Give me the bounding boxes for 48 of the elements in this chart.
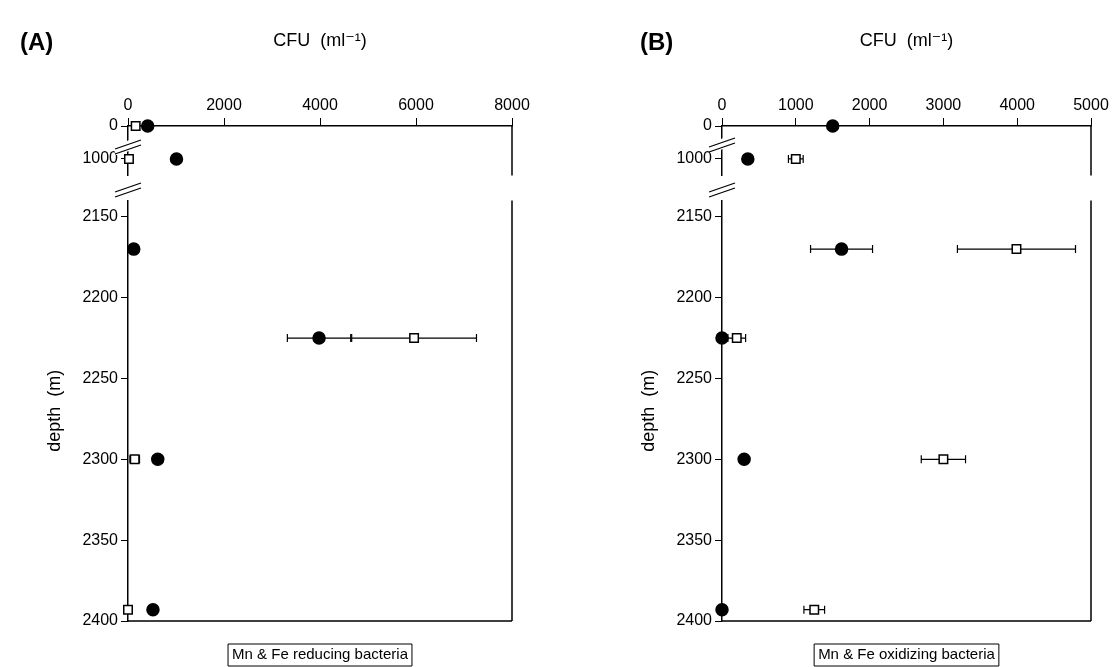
- y-axis-title: depth (m): [637, 369, 658, 452]
- point: [834, 242, 849, 256]
- point: [312, 331, 326, 345]
- y-tick-label: 2400: [676, 611, 713, 629]
- y-tick-label: 2250: [676, 368, 713, 386]
- y-tick-label: 1000: [676, 149, 713, 167]
- x-tick-label: 6000: [398, 95, 434, 113]
- y-tick-label: 0: [109, 116, 119, 134]
- y-tick-label: 2400: [82, 611, 119, 629]
- y-tick-label: 2250: [82, 368, 119, 386]
- point: [1011, 244, 1022, 255]
- point: [731, 333, 742, 344]
- y-tick-label: 2200: [82, 288, 119, 306]
- y-tick-label: 2300: [676, 449, 713, 467]
- x-axis-title: CFU (ml⁻¹): [273, 29, 367, 50]
- point: [146, 602, 160, 617]
- y-tick-label: 2350: [82, 530, 119, 548]
- x-tick-label: 0: [717, 95, 727, 113]
- x-tick-label: 4000: [302, 95, 338, 113]
- y-tick-label: 1000: [82, 149, 119, 167]
- x-tick-label: 8000: [494, 95, 530, 113]
- x-tick-label: 2000: [206, 95, 242, 113]
- chart-title: (A): [20, 28, 54, 55]
- text: Mn & Fe oxidizing bacteria: [818, 645, 996, 663]
- chart-title: (B): [640, 28, 674, 55]
- y-tick-label: 2350: [676, 530, 713, 548]
- point: [737, 452, 751, 467]
- point: [715, 602, 729, 617]
- point: [715, 331, 729, 345]
- point: [127, 242, 141, 256]
- point: [409, 333, 420, 344]
- y-tick-label: 2300: [82, 449, 119, 467]
- x-tick-label: 0: [123, 95, 133, 113]
- x-tick-label: 4000: [999, 95, 1036, 113]
- y-tick-label: 0: [703, 116, 713, 134]
- y-axis-title: depth (m): [43, 369, 64, 452]
- x-tick-label: 2000: [851, 95, 888, 113]
- x-tick-label: 1000: [778, 95, 814, 113]
- point: [809, 604, 820, 615]
- text: Mn & Fe reducing bacteria: [232, 645, 409, 663]
- x-axis-title: CFU (ml⁻¹): [859, 29, 954, 50]
- y-tick-label: 2200: [676, 288, 713, 306]
- y-tick-label: 2150: [82, 207, 119, 225]
- y-tick-label: 2150: [676, 207, 713, 225]
- point: [938, 454, 949, 465]
- x-tick-label: 5000: [1073, 95, 1109, 113]
- point: [123, 604, 133, 615]
- x-tick-label: 3000: [925, 95, 962, 113]
